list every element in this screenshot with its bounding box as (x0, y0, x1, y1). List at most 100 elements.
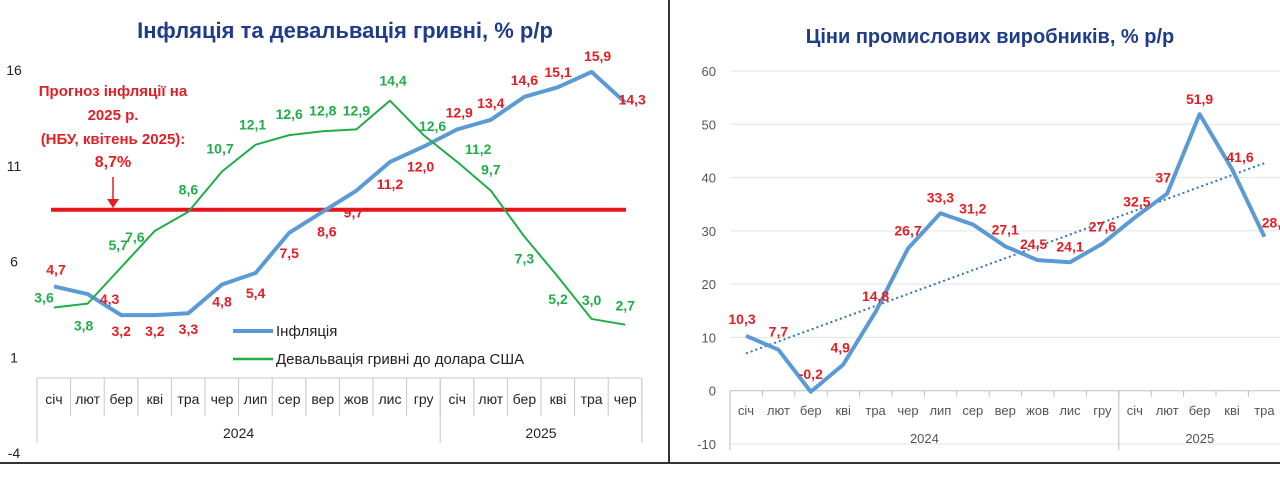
x-tick-label: кві (550, 391, 567, 407)
producer-prices-data-label: 32,5 (1123, 194, 1150, 210)
year-label: 2024 (223, 425, 254, 441)
x-tick-label: бер (513, 391, 537, 407)
forecast-annotation-text: 2025 р. (88, 107, 139, 124)
x-tick-label: бер (800, 403, 822, 418)
x-tick-label: гру (1093, 403, 1112, 418)
inflation-data-label: 4,7 (46, 261, 66, 277)
y-tick-label: 11 (7, 158, 22, 174)
x-tick-label: жов (1026, 403, 1049, 418)
devaluation-data-label: 3,0 (582, 292, 602, 308)
chart-title: Ціни промислових виробників, % р/р (806, 26, 1175, 48)
y-tick-label: -4 (8, 445, 21, 461)
producer-prices-data-label: 27,1 (992, 221, 1019, 237)
inflation-data-label: 15,1 (544, 64, 571, 80)
inflation-data-label: 12,0 (407, 159, 434, 175)
x-tick-label: лют (1156, 403, 1179, 418)
x-tick-label: лис (379, 391, 402, 407)
devaluation-data-label: 5,2 (548, 291, 568, 307)
x-tick-label: лип (244, 391, 268, 407)
inflation-data-label: 14,3 (619, 92, 646, 108)
producer-prices-data-label: 28,9 (1262, 215, 1280, 231)
producer-prices-data-label: 24,1 (1056, 238, 1083, 254)
devaluation-data-label: 14,4 (379, 73, 406, 89)
forecast-annotation-text: (НБУ, квітень 2025): (41, 131, 186, 148)
x-tick-label: бер (109, 391, 133, 407)
inflation-data-label: 3,2 (111, 323, 131, 339)
x-tick-label: кві (1224, 403, 1240, 418)
devaluation-data-label: 11,2 (465, 141, 492, 157)
devaluation-data-label: 3,8 (74, 318, 94, 334)
devaluation-data-label: 12,6 (276, 106, 303, 122)
inflation-data-label: 12,9 (446, 104, 473, 120)
legend-label-devaluation: Девальвація гривні до долара США (276, 351, 524, 368)
x-tick-label: січ (1127, 403, 1143, 418)
devaluation-data-label: 7,3 (515, 251, 535, 267)
producer-prices-data-label: 26,7 (894, 222, 921, 238)
devaluation-data-label: 5,7 (108, 237, 128, 253)
inflation-data-label: 3,2 (145, 323, 165, 339)
y-tick-label: 1 (10, 349, 18, 365)
forecast-annotation-text: 8,7% (95, 154, 131, 171)
x-tick-label: лис (1059, 403, 1081, 418)
panel-divider (668, 0, 670, 464)
bottom-border (0, 462, 1280, 464)
x-tick-label: лют (478, 391, 503, 407)
chart-title: Інфляція та девальвація гривні, % р/р (137, 18, 553, 43)
inflation-data-label: 13,4 (477, 95, 504, 111)
devaluation-data-label: 3,6 (34, 289, 54, 305)
producer-prices-data-label: 7,7 (769, 324, 789, 340)
inflation-data-label: 4,3 (100, 291, 120, 307)
inflation-devaluation-chart: Інфляція та девальвація гривні, % р/р 16… (6, 18, 646, 461)
inflation-data-label: 8,6 (317, 224, 337, 240)
producer-prices-data-label: 31,2 (959, 200, 986, 216)
inflation-data-label: 14,6 (511, 72, 538, 88)
x-tick-label: січ (448, 391, 465, 407)
devaluation-data-label: 12,1 (239, 117, 266, 133)
trendline (745, 162, 1265, 355)
x-tick-label: січ (738, 403, 754, 418)
forecast-arrow-head (107, 199, 119, 208)
y-tick-label: 20 (702, 277, 716, 292)
x-tick-label: чер (211, 391, 234, 407)
year-label: 2025 (525, 425, 556, 441)
x-tick-label: бер (1189, 403, 1211, 418)
producer-prices-data-label: 33,3 (927, 189, 954, 205)
producer-prices-data-label: -0,2 (799, 366, 823, 382)
y-tick-label: 6 (10, 254, 18, 270)
producer-prices-data-label: 41,6 (1226, 149, 1253, 165)
devaluation-data-label: 12,8 (309, 102, 336, 118)
y-tick-label: 40 (702, 171, 716, 186)
inflation-data-label: 5,4 (246, 285, 266, 301)
x-tick-label: лют (75, 391, 100, 407)
inflation-data-label: 9,7 (344, 205, 364, 221)
devaluation-data-label: 2,7 (615, 298, 635, 314)
x-tick-label: вер (995, 403, 1016, 418)
devaluation-data-label: 10,7 (206, 140, 233, 156)
inflation-data-label: 15,9 (584, 48, 611, 64)
devaluation-data-label: 9,7 (481, 162, 501, 178)
year-label: 2024 (910, 431, 939, 446)
x-tick-label: лип (929, 403, 951, 418)
year-label: 2025 (1185, 431, 1214, 446)
producer-prices-data-label: 27,6 (1089, 219, 1116, 235)
x-tick-label: лют (767, 403, 790, 418)
legend-label-inflation: Інфляція (276, 323, 337, 340)
devaluation-line (53, 99, 626, 326)
x-tick-label: сер (962, 403, 983, 418)
y-tick-label: 60 (702, 64, 716, 79)
inflation-data-label: 7,5 (279, 245, 299, 261)
y-tick-label: -10 (697, 437, 716, 452)
x-tick-label: кві (835, 403, 851, 418)
y-tick-label: 16 (6, 62, 22, 78)
x-tick-label: тра (865, 403, 886, 418)
x-tick-label: жов (344, 391, 369, 407)
x-tick-label: гру (414, 391, 434, 407)
devaluation-data-label: 7,6 (125, 229, 145, 245)
x-tick-label: тра (177, 391, 199, 407)
x-tick-label: сер (278, 391, 301, 407)
x-tick-label: чер (614, 391, 637, 407)
producer-prices-data-label: 51,9 (1186, 91, 1213, 107)
producer-prices-line (745, 112, 1267, 394)
producer-prices-data-label: 37 (1155, 170, 1171, 186)
